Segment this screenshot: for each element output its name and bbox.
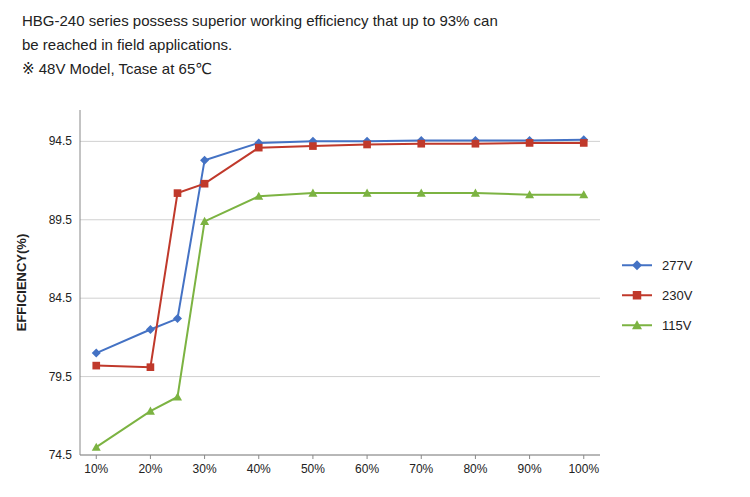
series-marker: [254, 192, 263, 200]
y-axis-line: [80, 110, 81, 455]
y-grid: 74.5 79.5 84.5 89.5 94.5: [49, 134, 600, 462]
grid-line: [80, 455, 600, 456]
legend-marker: [633, 291, 642, 300]
series-marker: [255, 144, 263, 152]
x-tick: [367, 455, 368, 459]
series-marker: [174, 189, 182, 197]
grid-line: [80, 219, 600, 220]
series-marker: [309, 142, 317, 150]
annotation: be reached in field applications.: [22, 36, 232, 53]
x-tick-label: 20%: [138, 462, 162, 476]
series-marker: [417, 140, 425, 148]
x-axis-line: [80, 455, 600, 456]
grid-line: [80, 376, 600, 377]
x-tick: [529, 455, 530, 459]
x-tick: [583, 455, 584, 459]
series-marker: [417, 189, 426, 197]
series-marker: [200, 156, 209, 165]
x-tick-label: 90%: [518, 462, 542, 476]
series-marker: [200, 217, 209, 225]
y-tick-label: 79.5: [49, 370, 73, 384]
series-marker: [92, 362, 100, 370]
x-axis: 10% 20% 30% 40% 50% 60% 70% 80% 90% 100%: [84, 455, 599, 476]
series-marker: [526, 139, 534, 147]
y-tick-label: 94.5: [49, 134, 73, 148]
series-marker: [147, 363, 155, 371]
annotation: ※ 48V Model, Tcase at 65℃: [22, 60, 212, 77]
chart: HBG-240 series possess superior working …: [0, 0, 750, 497]
x-tick-label: 40%: [247, 462, 271, 476]
series-marker: [363, 141, 371, 149]
series-marker: [363, 189, 372, 197]
x-tick-label: 70%: [409, 462, 433, 476]
series-marker: [471, 189, 480, 197]
series-marker: [472, 140, 480, 148]
series-marker: [580, 139, 588, 147]
y-tick-label: 89.5: [49, 213, 73, 227]
y-tick-label: 74.5: [49, 448, 73, 462]
annotation: HBG-240 series possess superior working …: [22, 12, 498, 29]
series-marker: [201, 180, 209, 188]
legend-label: 230V: [662, 288, 693, 303]
x-tick: [204, 455, 205, 459]
legend: 277V 230V 115V: [622, 258, 693, 333]
x-tick-label: 50%: [301, 462, 325, 476]
legend-marker: [632, 260, 642, 270]
x-tick: [258, 455, 259, 459]
legend-label: 277V: [662, 258, 693, 273]
x-tick-label: 80%: [463, 462, 487, 476]
series-marker: [579, 190, 588, 198]
series-marker: [146, 325, 155, 334]
series-line: [96, 193, 584, 447]
series-marker: [92, 349, 101, 358]
series-marker: [146, 407, 155, 415]
legend-label: 115V: [662, 318, 692, 333]
series-marker: [525, 190, 534, 198]
x-tick: [96, 455, 97, 459]
y-tick-label: 84.5: [49, 291, 73, 305]
legend-marker: [632, 320, 642, 329]
series-marker: [173, 314, 182, 323]
series-marker: [92, 443, 101, 451]
series-line: [96, 143, 584, 367]
series-group: [92, 135, 589, 450]
x-tick: [475, 455, 476, 459]
series-marker: [308, 189, 317, 197]
x-tick: [421, 455, 422, 459]
x-tick-label: 30%: [193, 462, 217, 476]
x-tick: [312, 455, 313, 459]
y-axis-label: EFFICIENCY(%): [14, 234, 29, 332]
x-tick-label: 100%: [568, 462, 599, 476]
x-tick: [150, 455, 151, 459]
x-tick-label: 10%: [84, 462, 108, 476]
x-tick-label: 60%: [355, 462, 379, 476]
grid-line: [80, 298, 600, 299]
series-marker: [173, 392, 182, 400]
